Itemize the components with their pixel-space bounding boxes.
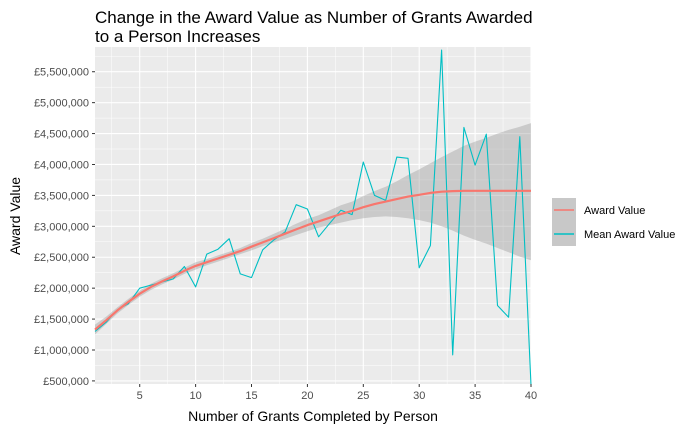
x-tick-label: 25 — [357, 390, 369, 402]
y-tick-label: £3,500,000 — [34, 190, 89, 202]
x-tick-label: 5 — [137, 390, 143, 402]
y-tick-label: £1,500,000 — [34, 314, 89, 326]
y-tick-label: £5,000,000 — [34, 98, 89, 110]
legend-label: Award Value — [584, 205, 645, 217]
y-axis: £500,000 £1,000,000 £1,500,000 £2,000,000 £2… — [34, 67, 95, 388]
x-axis: 5 10 15 20 25 30 35 40 — [137, 384, 537, 402]
grid-major — [95, 47, 532, 384]
y-tick-label: £3,000,000 — [34, 221, 89, 233]
x-tick-label: 10 — [189, 390, 201, 402]
confidence-band-layer — [95, 123, 531, 335]
x-tick-label: 30 — [413, 390, 425, 402]
y-tick-label: £5,500,000 — [34, 67, 89, 79]
y-tick-label: £1,000,000 — [34, 345, 89, 357]
y-tick-label: £2,500,000 — [34, 252, 89, 264]
legend: Award Value Mean Award Value — [552, 198, 675, 246]
series-line-award-value — [94, 189, 531, 331]
legend-label: Mean Award Value — [584, 229, 675, 241]
y-tick-label: £500,000 — [43, 376, 89, 388]
y-tick-label: £2,000,000 — [34, 283, 89, 295]
x-tick-label: 35 — [469, 390, 481, 402]
confidence-band — [95, 123, 531, 335]
y-tick-label: £4,000,000 — [34, 159, 89, 171]
y-axis-label: Award Value — [7, 177, 23, 255]
chart-title: Change in the Award Value as Number of G… — [95, 8, 533, 46]
series-layer — [94, 49, 532, 386]
x-tick-label: 20 — [301, 390, 313, 402]
x-tick-label: 40 — [525, 390, 537, 402]
y-tick-label: £4,500,000 — [34, 129, 89, 141]
x-axis-label: Number of Grants Completed by Person — [188, 408, 438, 424]
x-tick-label: 15 — [245, 390, 257, 402]
